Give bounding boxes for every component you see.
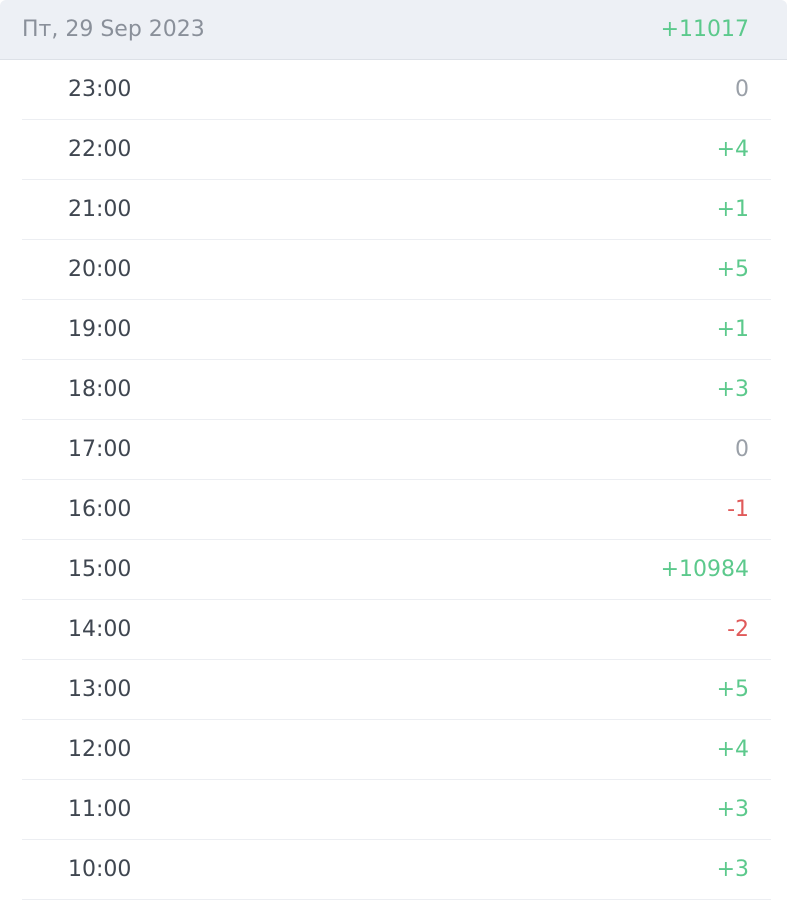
hour-label: 16:00: [68, 497, 132, 522]
hour-label: 17:00: [68, 437, 132, 462]
hour-label: 15:00: [68, 557, 132, 582]
hour-label: 19:00: [68, 317, 132, 342]
day-date: Пт, 29 Sep 2023: [22, 17, 205, 42]
hour-value: +3: [716, 857, 749, 882]
hour-value: +3: [716, 377, 749, 402]
list-item[interactable]: 11:00 +3: [22, 780, 771, 840]
hour-value: +4: [716, 137, 749, 162]
list-item[interactable]: 10:00 +3: [22, 840, 771, 900]
hour-label: 10:00: [68, 857, 132, 882]
list-item[interactable]: 15:00 +10984: [22, 540, 771, 600]
list-item[interactable]: 14:00 -2: [22, 600, 771, 660]
list-item[interactable]: 23:00 0: [22, 60, 771, 120]
hour-value: 0: [735, 437, 749, 462]
hour-value: 0: [735, 77, 749, 102]
hour-label: 12:00: [68, 737, 132, 762]
list-item[interactable]: 19:00 +1: [22, 300, 771, 360]
day-header[interactable]: Пт, 29 Sep 2023 +11017: [0, 0, 787, 60]
hour-label: 13:00: [68, 677, 132, 702]
list-item[interactable]: 12:00 +4: [22, 720, 771, 780]
hour-value: +4: [716, 737, 749, 762]
hour-value: +3: [716, 797, 749, 822]
list-item[interactable]: 17:00 0: [22, 420, 771, 480]
hour-label: 23:00: [68, 77, 132, 102]
list-item[interactable]: 21:00 +1: [22, 180, 771, 240]
list-item[interactable]: 22:00 +4: [22, 120, 771, 180]
list-item[interactable]: 18:00 +3: [22, 360, 771, 420]
day-total: +11017: [660, 17, 749, 42]
hour-value: +1: [716, 197, 749, 222]
hour-label: 18:00: [68, 377, 132, 402]
hour-value: +1: [716, 317, 749, 342]
hour-label: 14:00: [68, 617, 132, 642]
hour-value: +5: [716, 677, 749, 702]
hour-label: 11:00: [68, 797, 132, 822]
hour-label: 21:00: [68, 197, 132, 222]
hour-value: -2: [727, 617, 749, 642]
list-item[interactable]: 13:00 +5: [22, 660, 771, 720]
hour-label: 20:00: [68, 257, 132, 282]
list-item[interactable]: 20:00 +5: [22, 240, 771, 300]
hour-value: +10984: [660, 557, 749, 582]
hourly-list: 23:00 0 22:00 +4 21:00 +1 20:00 +5 19:00 +1 18:00 +…: [0, 60, 787, 900]
list-item[interactable]: 16:00 -1: [22, 480, 771, 540]
hour-value: -1: [727, 497, 749, 522]
hour-value: +5: [716, 257, 749, 282]
hour-label: 22:00: [68, 137, 132, 162]
